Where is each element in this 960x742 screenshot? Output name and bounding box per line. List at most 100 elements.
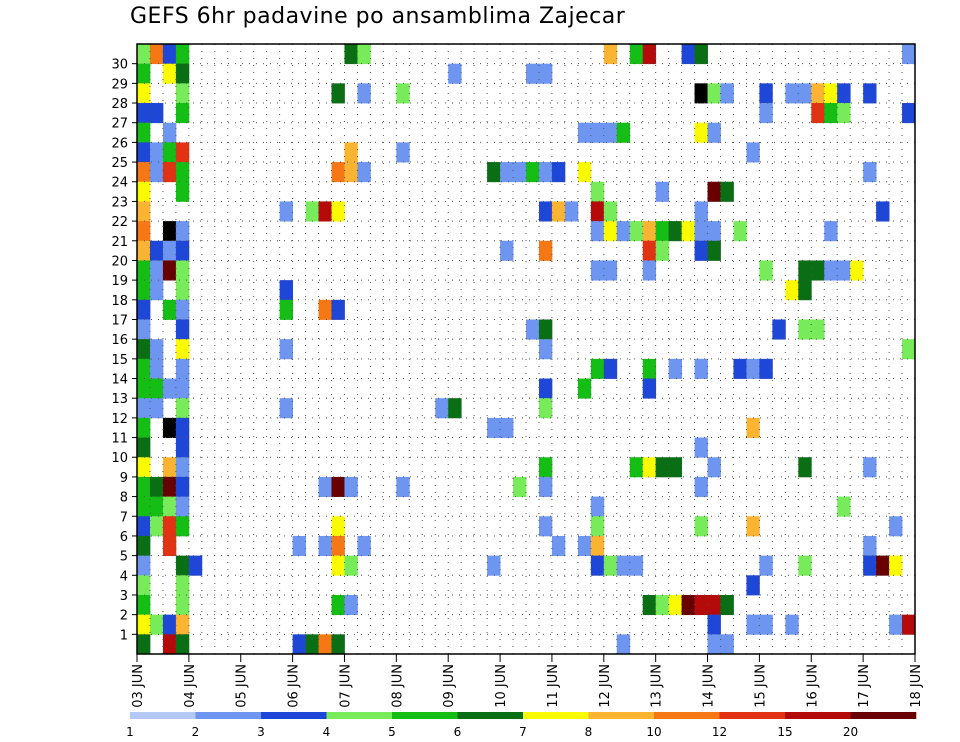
heatmap-cell bbox=[175, 260, 190, 281]
heatmap-cell bbox=[162, 63, 177, 84]
y-tick-label: 3 bbox=[120, 589, 128, 604]
heatmap-cell bbox=[292, 634, 306, 655]
heatmap-cell bbox=[798, 280, 812, 301]
y-tick-label: 12 bbox=[111, 412, 128, 427]
heatmap-cell bbox=[759, 83, 773, 104]
heatmap-cell bbox=[590, 535, 605, 557]
heatmap-cell bbox=[642, 457, 657, 478]
heatmap-cell bbox=[577, 535, 592, 557]
heatmap-cell bbox=[694, 516, 708, 537]
colorbar-label: 7 bbox=[519, 725, 527, 739]
x-tick-label: 07 JUN bbox=[338, 664, 353, 708]
x-tick-label: 12 JUN bbox=[598, 664, 613, 708]
heatmap-cell bbox=[162, 634, 177, 655]
y-tick-label: 22 bbox=[111, 215, 128, 230]
heatmap-cell bbox=[785, 280, 799, 301]
heatmap-cell bbox=[759, 260, 773, 281]
heatmap-cell bbox=[175, 496, 190, 517]
heatmap-cell bbox=[564, 201, 579, 222]
y-tick-label: 25 bbox=[111, 156, 128, 171]
y-tick-label: 1 bbox=[120, 628, 128, 643]
x-tick-label: 16 JUN bbox=[805, 664, 820, 708]
heatmap-cell bbox=[798, 260, 812, 281]
heatmap-cell bbox=[694, 594, 708, 616]
heatmap-cell bbox=[331, 476, 345, 497]
heatmap-cell bbox=[175, 575, 190, 596]
heatmap-cell bbox=[344, 162, 358, 183]
heatmap-cell bbox=[863, 555, 877, 576]
heatmap-cell bbox=[137, 496, 151, 517]
heatmap-cell bbox=[538, 398, 553, 419]
heatmap-cell bbox=[162, 299, 177, 320]
heatmap-cell bbox=[175, 417, 190, 438]
heatmap-cell bbox=[603, 44, 618, 65]
heatmap-cell bbox=[162, 516, 177, 537]
heatmap-cell bbox=[694, 221, 708, 242]
colorbar-label: 3 bbox=[257, 725, 265, 739]
heatmap-cell bbox=[149, 614, 164, 635]
heatmap-cell bbox=[162, 535, 177, 557]
heatmap-cell bbox=[175, 476, 190, 497]
heatmap-cell bbox=[616, 122, 631, 143]
heatmap-cell bbox=[707, 457, 721, 478]
heatmap-cell bbox=[500, 417, 514, 438]
y-axis-ticks: 1234567891011121314151617181920212223242… bbox=[111, 58, 137, 643]
heatmap-cell bbox=[279, 339, 293, 360]
heatmap-cell bbox=[137, 555, 151, 576]
colorbar-swatch bbox=[719, 712, 786, 719]
heatmap-cell bbox=[175, 634, 190, 655]
colorbar-label: 1 bbox=[126, 725, 134, 739]
heatmap-cell bbox=[603, 221, 618, 242]
heatmap-cell bbox=[175, 280, 190, 301]
x-tick-label: 06 JUN bbox=[287, 664, 302, 708]
heatmap-cell bbox=[694, 358, 708, 379]
heatmap-cell bbox=[137, 240, 151, 261]
heatmap-cell bbox=[590, 181, 605, 202]
heatmap-cell bbox=[162, 417, 177, 438]
heatmap-cell bbox=[798, 555, 812, 576]
x-tick-label: 04 JUN bbox=[183, 664, 198, 708]
heatmap-cell bbox=[137, 181, 151, 202]
heatmap-cell bbox=[603, 260, 618, 281]
y-tick-label: 17 bbox=[111, 313, 128, 328]
heatmap-cell bbox=[137, 319, 151, 340]
y-tick-label: 18 bbox=[111, 294, 128, 309]
heatmap-cell bbox=[655, 594, 670, 616]
heatmap-cell bbox=[538, 378, 553, 399]
x-tick-label: 08 JUN bbox=[390, 664, 405, 708]
heatmap-cell bbox=[188, 555, 203, 576]
heatmap-cell bbox=[707, 614, 721, 635]
heatmap-cell bbox=[577, 378, 592, 399]
heatmap-cell bbox=[746, 417, 760, 438]
heatmap-cell bbox=[318, 634, 332, 655]
heatmap-cell bbox=[162, 614, 177, 635]
heatmap-cell bbox=[162, 142, 177, 163]
heatmap-cell bbox=[149, 142, 164, 163]
heatmap-cell bbox=[175, 103, 190, 124]
y-tick-label: 21 bbox=[111, 235, 128, 250]
heatmap-cell bbox=[137, 516, 151, 537]
colorbar: 1 2 3 4 5 6 7 8 10 12 15 20 bbox=[126, 712, 917, 739]
heatmap-cell bbox=[538, 162, 553, 183]
heatmap-cell bbox=[668, 594, 682, 616]
heatmap-cell bbox=[811, 103, 825, 124]
heatmap-cell bbox=[629, 221, 644, 242]
heatmap-cell bbox=[642, 260, 657, 281]
heatmap-cell bbox=[577, 122, 592, 143]
heatmap-cell bbox=[707, 181, 721, 202]
y-tick-label: 8 bbox=[120, 491, 128, 506]
colorbar-swatch bbox=[457, 712, 524, 719]
heatmap-cell bbox=[137, 417, 151, 438]
heatmap-cell bbox=[694, 437, 708, 458]
heatmap-cell bbox=[175, 516, 190, 537]
colorbar-label: 12 bbox=[712, 725, 727, 739]
colorbar-label: 5 bbox=[388, 725, 396, 739]
heatmap-cell bbox=[785, 614, 799, 635]
x-tick-label: 17 JUN bbox=[857, 664, 872, 708]
heatmap-cell bbox=[318, 535, 332, 557]
heatmap-cell bbox=[642, 240, 657, 261]
heatmap-cell bbox=[396, 83, 410, 104]
heatmap-cell bbox=[902, 44, 916, 65]
heatmap-cell bbox=[500, 162, 514, 183]
heatmap-cell bbox=[837, 496, 851, 517]
